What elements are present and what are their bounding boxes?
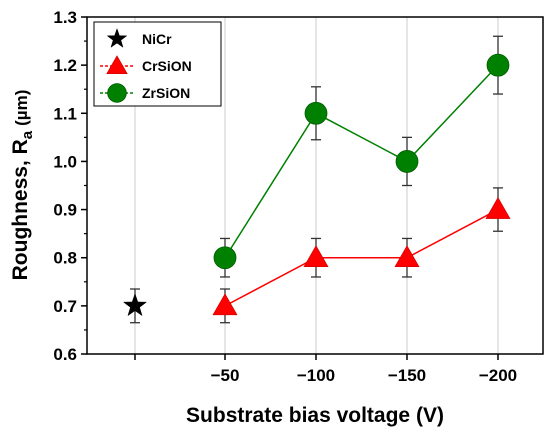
legend-entry-zrsion: ZrSiON	[100, 83, 190, 103]
y-tick-label-7: 1.3	[53, 8, 77, 27]
y-tick-labels: 0.6 0.7 0.8 0.9 1.0 1.1 1.2 1.3	[53, 8, 77, 364]
x-tick-label-3: −150	[388, 366, 426, 385]
data-series	[122, 35, 511, 324]
series-nicr	[122, 288, 148, 324]
y-tick-label-5: 1.1	[53, 104, 77, 123]
legend-marker-nicr	[106, 28, 128, 48]
axis-ticks	[81, 16, 499, 360]
legend-label-zrsion: ZrSiON	[142, 85, 190, 101]
point-zrsion-3	[486, 53, 510, 77]
series-line-zrsion	[224, 64, 499, 259]
legend-marker-zrsion	[107, 83, 127, 103]
y-tick-label-0: 0.6	[53, 345, 77, 364]
legend-entries: NiCr CrSiON ZrSiON	[100, 28, 192, 103]
y-axis-title-unit: (µm)	[12, 90, 31, 126]
series-zrsion	[213, 35, 510, 278]
x-tick-label-1: −50	[211, 366, 240, 385]
x-tick-label-4: −200	[479, 366, 517, 385]
x-axis-title: Substrate bias voltage (V)	[186, 404, 444, 427]
legend: NiCr CrSiON ZrSiON	[93, 21, 222, 107]
legend-marker-crsion	[106, 55, 128, 74]
legend-label-crsion: CrSiON	[142, 58, 192, 74]
point-crsion-1	[303, 245, 329, 268]
point-crsion-0	[212, 293, 238, 316]
point-crsion-3	[485, 196, 511, 219]
y-axis-title: Roughness, Ra (µm)	[9, 90, 36, 281]
x-tick-label-2: −100	[297, 366, 335, 385]
legend-entry-crsion: CrSiON	[100, 55, 192, 74]
point-zrsion-2	[395, 150, 419, 173]
y-tick-label-6: 1.2	[53, 56, 77, 75]
y-tick-label-4: 1.0	[53, 152, 77, 171]
point-zrsion-0	[213, 246, 237, 270]
legend-label-nicr: NiCr	[142, 31, 172, 47]
point-crsion-2	[394, 245, 420, 268]
point-nicr-0	[122, 293, 148, 317]
y-tick-label-1: 0.7	[53, 297, 77, 316]
point-zrsion-1	[304, 101, 328, 125]
y-tick-label-2: 0.8	[53, 249, 77, 268]
series-crsion	[212, 187, 511, 324]
y-tick-label-3: 0.9	[53, 201, 77, 220]
legend-entry-nicr: NiCr	[106, 28, 172, 48]
x-tick-labels: −50 −100 −150 −200	[211, 366, 518, 385]
series-line-crsion	[224, 208, 499, 307]
y-axis-title-main: Roughness, R	[9, 139, 32, 280]
y-axis-title-subscript: a	[19, 130, 36, 139]
